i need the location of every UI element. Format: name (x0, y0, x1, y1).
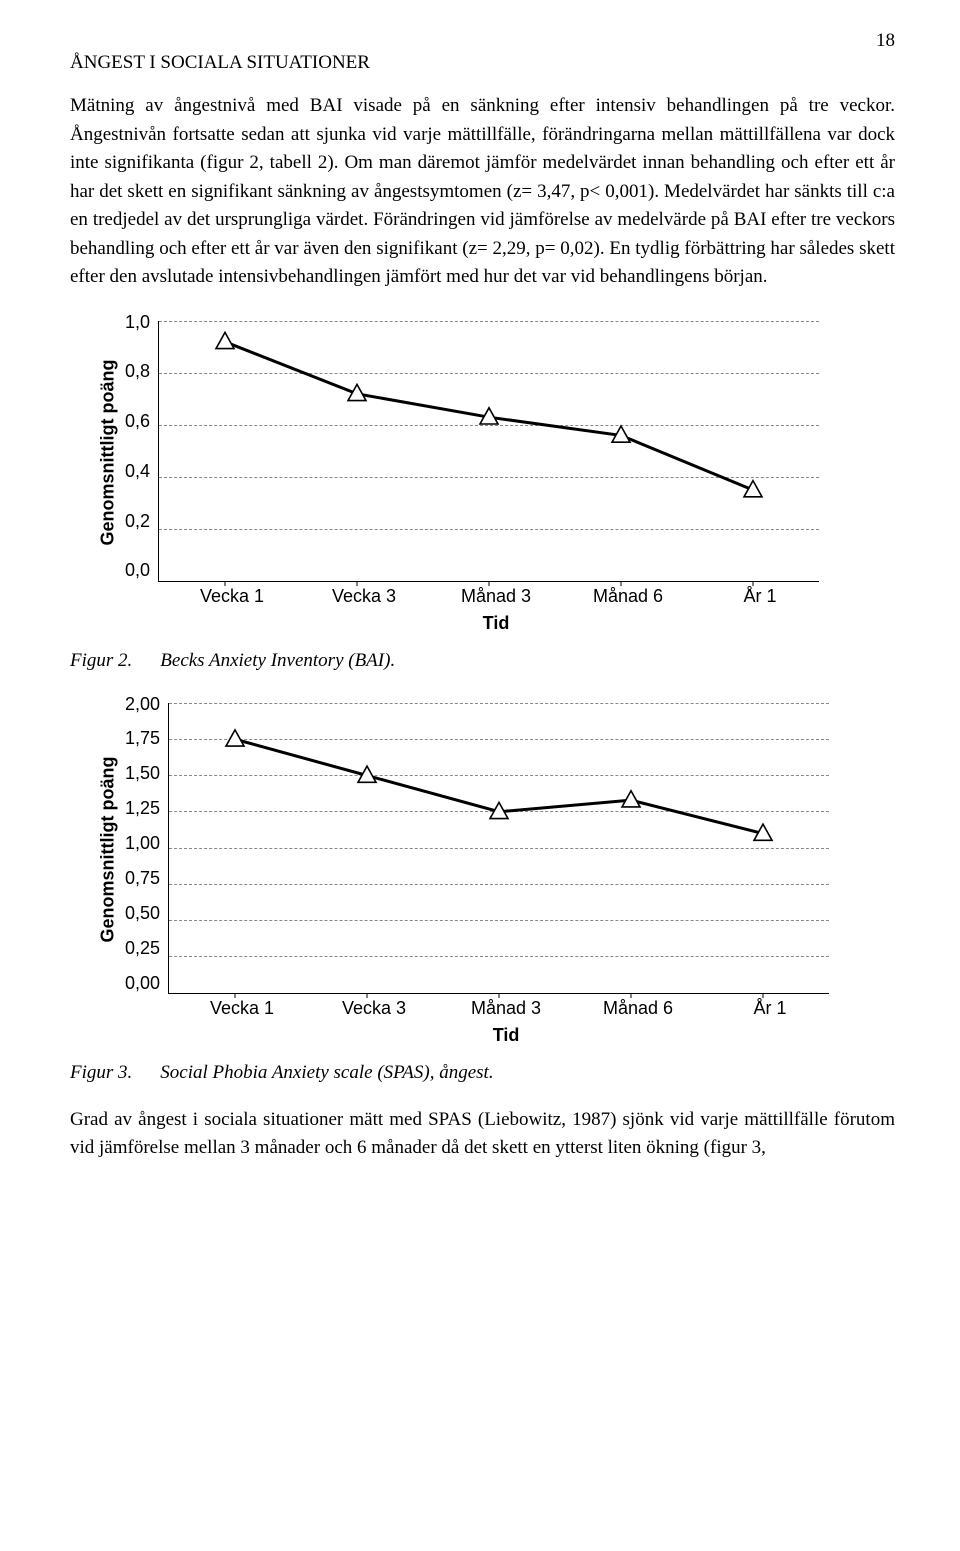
y-tick-label: 0,25 (125, 938, 160, 959)
figure-2-text: Becks Anxiety Inventory (BAI). (160, 650, 395, 671)
x-tick-label: År 1 (704, 998, 836, 1019)
x-axis-label: Tid (176, 1025, 836, 1046)
y-tick-label: 0,6 (125, 411, 150, 432)
y-tick-label: 2,00 (125, 694, 160, 715)
y-tick-label: 0,0 (125, 560, 150, 581)
y-tick-label: 1,0 (125, 312, 150, 333)
y-axis-label: Genomsnittligt poäng (98, 756, 119, 942)
y-tick-label: 0,8 (125, 361, 150, 382)
y-axis-label: Genomsnittligt poäng (98, 359, 119, 545)
x-axis-label: Tid (166, 613, 826, 634)
y-tick-label: 0,2 (125, 511, 150, 532)
trailing-paragraph: Grad av ångest i sociala situationer mät… (70, 1106, 895, 1163)
triangle-marker (226, 729, 244, 745)
figure-3-label: Figur 3. (70, 1062, 132, 1083)
y-tick-label: 0,75 (125, 868, 160, 889)
x-tick-label: Månad 3 (430, 586, 562, 607)
series-line (235, 739, 763, 833)
y-tick-label: 0,00 (125, 973, 160, 994)
x-tick-label: Månad 3 (440, 998, 572, 1019)
figure-2-caption: Figur 2. Becks Anxiety Inventory (BAI). (70, 650, 895, 672)
page-number: 18 (876, 30, 895, 52)
triangle-marker (622, 790, 640, 806)
y-ticks: 2,00 1,75 1,50 1,25 1,00 0,75 0,50 0,25 0,00 (125, 694, 168, 994)
y-tick-label: 0,50 (125, 903, 160, 924)
x-tick-label: År 1 (694, 586, 826, 607)
figure-3-caption: Figur 3. Social Phobia Anxiety scale (SPA… (70, 1062, 895, 1084)
x-ticks: Vecka 1Vecka 3Månad 3Månad 6År 1 (176, 998, 836, 1019)
plot-area (168, 703, 829, 994)
plot-area (158, 321, 819, 582)
section-title: ÅNGEST I SOCIALA SITUATIONER (70, 52, 895, 74)
chart-svg (159, 321, 819, 581)
chart-bai: Genomsnittligt poäng 1,0 0,8 0,6 0,4 0,2 0,0 Ve… (85, 312, 895, 632)
y-tick-label: 1,50 (125, 763, 160, 784)
y-tick-label: 1,75 (125, 728, 160, 749)
chart-spas: Genomsnittligt poäng 2,00 1,75 1,50 1,25 1,00… (85, 694, 895, 1044)
y-tick-label: 1,00 (125, 833, 160, 854)
triangle-marker (216, 332, 234, 348)
figure-3-text: Social Phobia Anxiety scale (SPAS), ånge… (160, 1062, 493, 1083)
x-tick-label: Månad 6 (562, 586, 694, 607)
x-tick-label: Vecka 1 (166, 586, 298, 607)
figure-2-label: Figur 2. (70, 650, 132, 671)
x-tick-label: Vecka 3 (308, 998, 440, 1019)
x-tick-label: Vecka 3 (298, 586, 430, 607)
x-ticks: Vecka 1Vecka 3Månad 3Månad 6År 1 (166, 586, 826, 607)
y-tick-label: 0,4 (125, 461, 150, 482)
page: 18 ÅNGEST I SOCIALA SITUATIONER Mätning … (0, 0, 960, 1203)
y-tick-label: 1,25 (125, 798, 160, 819)
x-tick-label: Vecka 1 (176, 998, 308, 1019)
x-tick-label: Månad 6 (572, 998, 704, 1019)
body-paragraph: Mätning av ångestnivå med BAI visade på … (70, 92, 895, 292)
y-ticks: 1,0 0,8 0,6 0,4 0,2 0,0 (125, 312, 158, 582)
chart-svg (169, 703, 829, 993)
